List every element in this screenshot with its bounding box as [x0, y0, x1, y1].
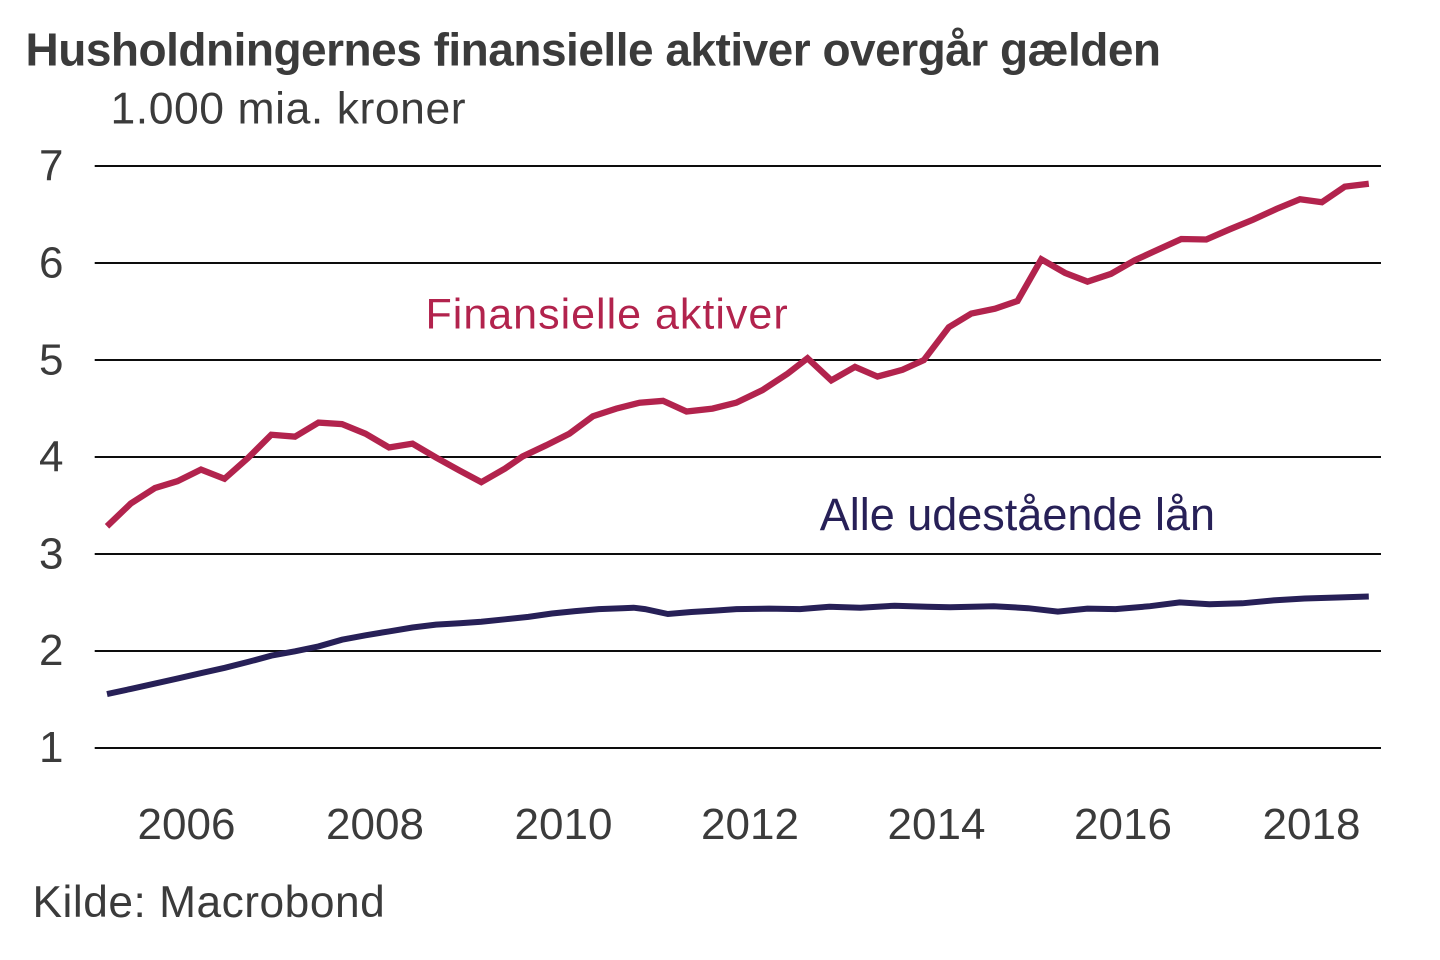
svg-text:2010: 2010: [515, 800, 613, 849]
svg-text:6: 6: [39, 239, 63, 288]
svg-text:7: 7: [39, 142, 63, 191]
svg-text:2008: 2008: [326, 800, 424, 849]
svg-text:2012: 2012: [701, 800, 799, 849]
svg-text:Husholdningernes finansielle a: Husholdningernes finansielle aktiver ove…: [26, 23, 1161, 75]
svg-text:3: 3: [39, 529, 63, 578]
svg-text:2016: 2016: [1074, 800, 1172, 849]
svg-text:Alle udestående lån: Alle udestående lån: [820, 489, 1215, 540]
svg-text:1.000 mia. kroner: 1.000 mia. kroner: [111, 84, 467, 133]
svg-text:2014: 2014: [888, 800, 986, 849]
svg-text:Kilde: Macrobond: Kilde: Macrobond: [33, 878, 386, 927]
svg-text:5: 5: [39, 336, 63, 385]
svg-text:Finansielle aktiver: Finansielle aktiver: [426, 291, 789, 339]
svg-text:2006: 2006: [138, 800, 236, 849]
svg-text:2: 2: [39, 626, 63, 675]
svg-text:2018: 2018: [1263, 800, 1361, 849]
svg-text:4: 4: [39, 432, 63, 481]
svg-text:1: 1: [39, 723, 63, 772]
